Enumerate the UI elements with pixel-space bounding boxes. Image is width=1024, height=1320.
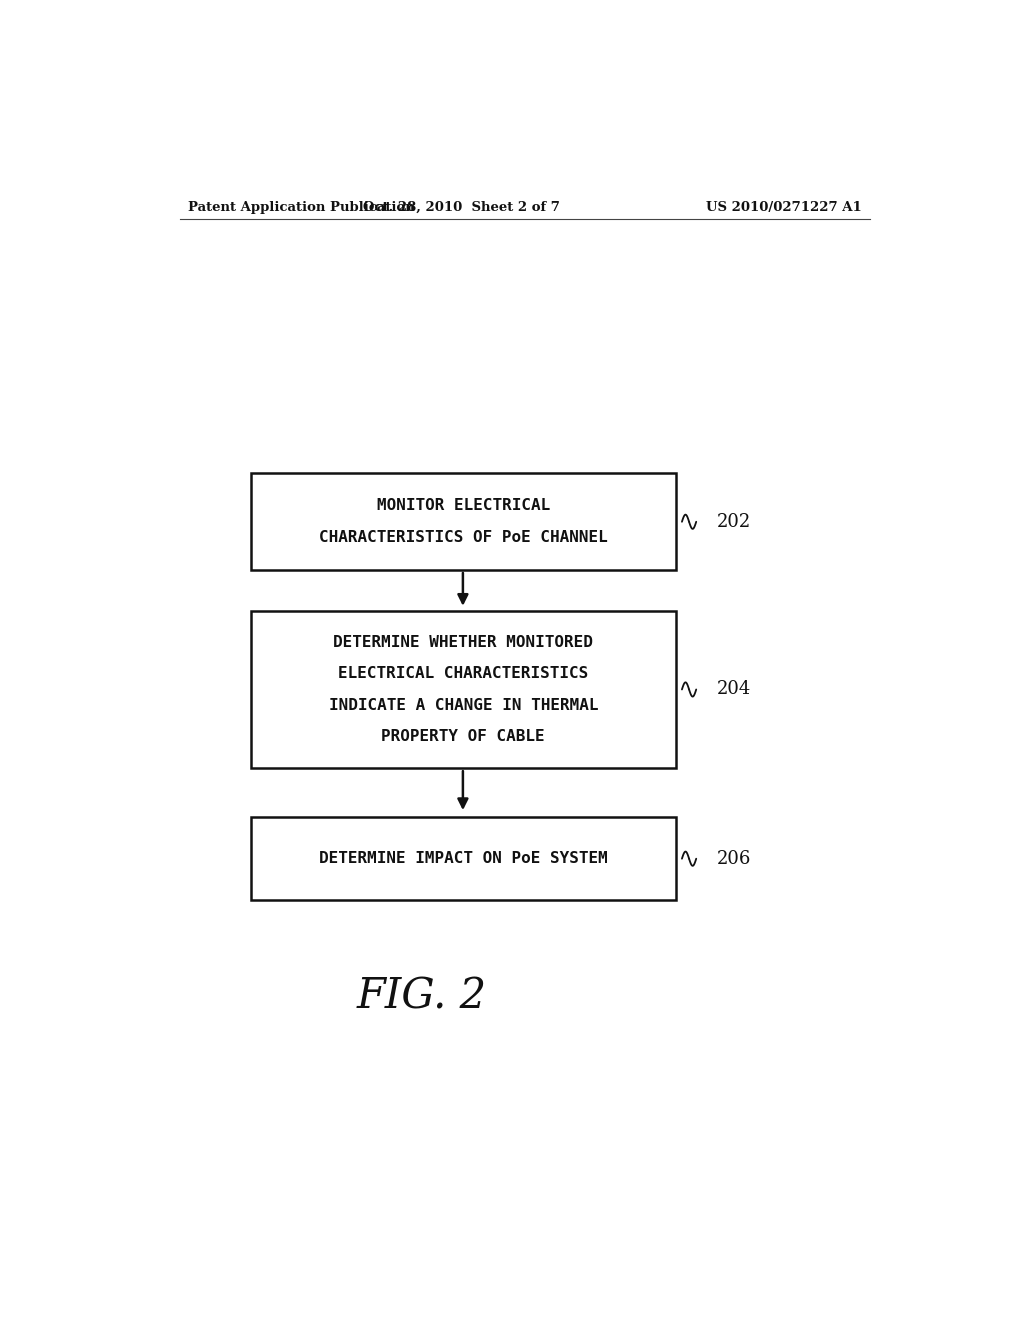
Text: MONITOR ELECTRICAL: MONITOR ELECTRICAL — [377, 498, 550, 513]
Text: INDICATE A CHANGE IN THERMAL: INDICATE A CHANGE IN THERMAL — [329, 698, 598, 713]
Text: 202: 202 — [717, 512, 751, 531]
Text: Oct. 28, 2010  Sheet 2 of 7: Oct. 28, 2010 Sheet 2 of 7 — [362, 201, 560, 214]
Text: CHARACTERISTICS OF PoE CHANNEL: CHARACTERISTICS OF PoE CHANNEL — [318, 531, 607, 545]
Bar — [251, 611, 676, 768]
Text: US 2010/0271227 A1: US 2010/0271227 A1 — [707, 201, 862, 214]
Text: DETERMINE IMPACT ON PoE SYSTEM: DETERMINE IMPACT ON PoE SYSTEM — [318, 851, 607, 866]
Bar — [251, 817, 676, 900]
Text: FIG. 2: FIG. 2 — [356, 975, 486, 1018]
Text: 204: 204 — [717, 681, 751, 698]
Text: 206: 206 — [717, 850, 752, 867]
Text: PROPERTY OF CABLE: PROPERTY OF CABLE — [382, 729, 545, 744]
Text: Patent Application Publication: Patent Application Publication — [187, 201, 415, 214]
Bar — [251, 474, 676, 570]
Text: ELECTRICAL CHARACTERISTICS: ELECTRICAL CHARACTERISTICS — [338, 667, 589, 681]
Text: DETERMINE WHETHER MONITORED: DETERMINE WHETHER MONITORED — [334, 635, 593, 649]
